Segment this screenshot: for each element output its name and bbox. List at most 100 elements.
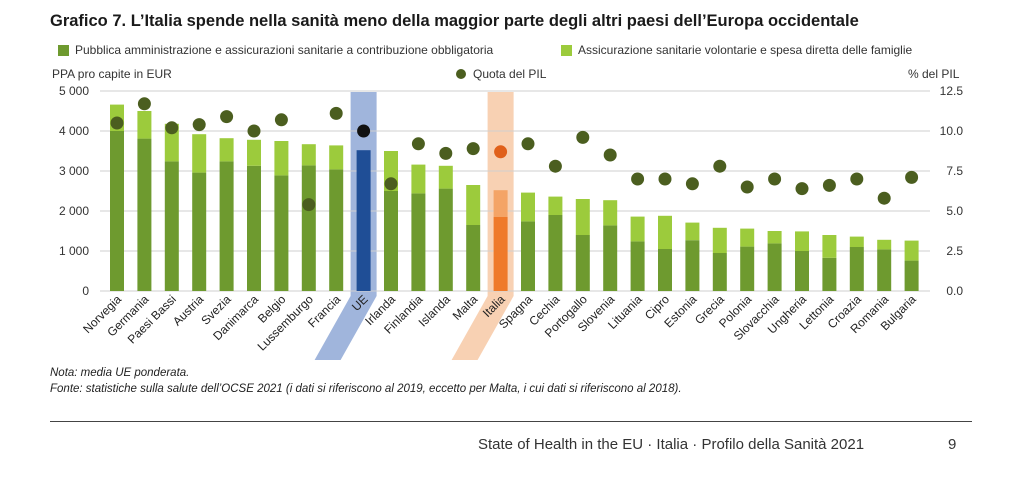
- bar-voluntary: [904, 240, 919, 261]
- bar-public: [603, 225, 618, 291]
- dot-gdp-share: [905, 170, 919, 184]
- dot-gdp-share: [274, 113, 288, 127]
- bar-voluntary: [329, 145, 344, 170]
- y-left-tick-label: 0: [82, 284, 89, 298]
- chart-title: Grafico 7. L’Italia spende nella sanità …: [50, 12, 859, 30]
- bar-voluntary: [466, 185, 481, 225]
- dot-gdp-share: [247, 124, 261, 138]
- dot-gdp-share: [521, 137, 535, 151]
- dot-gdp-share: [192, 118, 206, 132]
- bar-voluntary: [575, 199, 590, 235]
- bar-voluntary: [274, 141, 289, 176]
- dot-gdp-share: [877, 191, 891, 205]
- dot-gdp-share: [165, 121, 179, 135]
- y-right-tick-label: 12.5: [940, 84, 964, 98]
- bar-public: [740, 246, 755, 291]
- dot-gdp-share: [548, 159, 562, 173]
- bar-voluntary: [658, 215, 672, 249]
- bar-public: [137, 138, 152, 291]
- legend-swatch-voluntary: [561, 44, 572, 56]
- bar-public: [685, 240, 700, 291]
- dot-gdp-share: [631, 172, 645, 186]
- bar-voluntary: [137, 111, 152, 139]
- y-right-tick-label: 2.5: [946, 244, 963, 258]
- y-right-tick-label: 7.5: [946, 164, 963, 178]
- bar-voluntary: [548, 196, 563, 215]
- bar-public: [493, 217, 508, 291]
- dot-gdp-share: [220, 110, 234, 124]
- y-left-tick-label: 3 000: [59, 164, 89, 178]
- bar-voluntary: [493, 190, 508, 217]
- footer-divider: [50, 421, 972, 422]
- right-axis-title: % del PIL: [908, 67, 960, 81]
- footer-text: State of Health in the EU · Italia · Pro…: [478, 436, 865, 453]
- bar-public: [356, 183, 371, 291]
- bar-public: [521, 221, 535, 291]
- bar-voluntary: [603, 200, 618, 226]
- dot-gdp-share: [713, 159, 727, 173]
- x-category-label: Islanda: [416, 292, 453, 329]
- legend-label-public: Pubblica amministrazione e assicurazioni…: [75, 43, 494, 57]
- dot-gdp-share: [795, 182, 809, 196]
- dot-gdp-share: [658, 172, 672, 186]
- legend-label-voluntary: Assicurazione sanitarie volontarie e spe…: [578, 43, 913, 57]
- bar-public: [466, 225, 481, 291]
- legend-swatch-public: [58, 44, 69, 56]
- dot-gdp-share: [439, 146, 453, 160]
- note-text: Nota: media UE ponderata.: [50, 367, 190, 379]
- bar-public: [658, 249, 672, 291]
- y-right-tick-label: 10.0: [940, 124, 964, 138]
- dot-gdp-share: [357, 124, 371, 138]
- bar-voluntary: [438, 165, 453, 189]
- bar-public: [712, 253, 727, 291]
- dot-gdp-share: [576, 130, 590, 144]
- bar-voluntary: [685, 222, 700, 241]
- bar-voluntary: [822, 235, 837, 258]
- bar-voluntary: [712, 227, 727, 253]
- y-left-tick-label: 4 000: [59, 124, 89, 138]
- bar-public: [384, 191, 398, 291]
- bar-voluntary: [740, 228, 755, 247]
- bar-voluntary: [521, 192, 535, 222]
- bar-voluntary: [767, 231, 782, 244]
- left-axis-title: PPA pro capite in EUR: [52, 67, 172, 81]
- highlight-band-italia: [451, 92, 514, 360]
- bar-public: [575, 235, 590, 291]
- bar-public: [411, 193, 426, 291]
- dot-gdp-share: [329, 106, 343, 120]
- bar-public: [110, 131, 124, 291]
- bar-public: [301, 165, 316, 291]
- bar-voluntary: [877, 239, 892, 250]
- legend-item-public: Pubblica amministrazione e assicurazioni…: [58, 43, 493, 57]
- bar-public: [630, 241, 645, 291]
- dot-gdp-share: [384, 177, 398, 191]
- dot-gdp-share: [411, 137, 425, 151]
- y-right-tick-label: 5.0: [946, 204, 963, 218]
- bar-public: [904, 260, 919, 291]
- bar-voluntary: [219, 138, 234, 162]
- bar-public: [795, 251, 809, 291]
- bar-public: [849, 247, 864, 291]
- legend-item-gdp: Quota del PIL: [456, 67, 546, 81]
- x-category-label: Austria: [170, 292, 207, 329]
- bar-voluntary: [247, 139, 261, 166]
- bar-public: [329, 169, 344, 291]
- bar-public: [438, 188, 453, 291]
- bar-voluntary: [301, 144, 316, 166]
- dot-gdp-share: [494, 145, 508, 159]
- bar-voluntary: [795, 231, 809, 251]
- dot-gdp-share: [110, 116, 124, 130]
- bar-public: [548, 215, 563, 291]
- dot-gdp-share: [740, 180, 754, 194]
- bar-public: [877, 249, 892, 291]
- dot-gdp-share: [603, 148, 617, 162]
- bar-public: [219, 161, 234, 291]
- bar-voluntary: [630, 216, 645, 242]
- dot-gdp-share: [685, 177, 699, 191]
- legend-label-gdp: Quota del PIL: [473, 67, 547, 81]
- dot-gdp-share: [137, 97, 151, 111]
- y-left-tick-label: 1 000: [59, 244, 89, 258]
- source-text: Fonte: statistiche sulla salute dell’OCS…: [50, 383, 682, 395]
- dot-gdp-share: [850, 172, 864, 186]
- bar-public: [247, 165, 261, 291]
